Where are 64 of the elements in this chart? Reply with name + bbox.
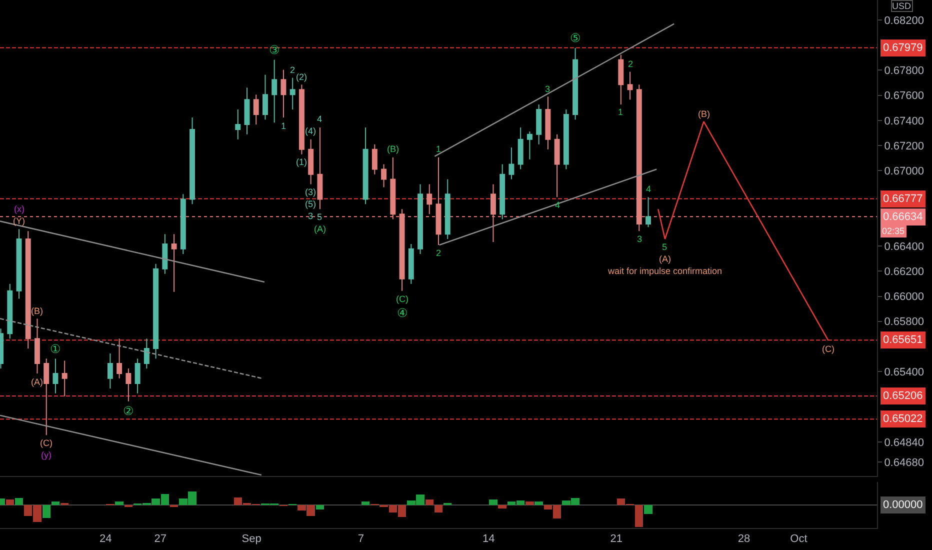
annotation: 2 [290, 65, 296, 75]
y-tick-label: 0.67600 [884, 90, 924, 102]
annotation: ② [123, 404, 134, 418]
x-tick-label: 21 [610, 533, 622, 546]
annotation: 4 [646, 184, 652, 194]
y-tick-label: 0.67000 [884, 166, 924, 178]
annotation: wait for impulse confirmation [607, 266, 722, 276]
ref-line-label: 0.00000 [883, 499, 923, 511]
annotation: (x) [14, 204, 24, 214]
y-tick-label: 0.64680 [884, 456, 924, 469]
annotation: 3 [308, 211, 314, 221]
annotation: ① [50, 342, 61, 356]
x-tick-label: Oct [790, 533, 808, 546]
annotation: (A) [31, 377, 43, 387]
ref-line-label: 0.67979 [883, 42, 923, 54]
ref-line-label: 0.65022 [883, 413, 923, 425]
y-tick-label: 0.65800 [884, 316, 924, 328]
y-tick-label: 0.67400 [884, 115, 924, 128]
annotation: (Y) [13, 216, 25, 226]
annotation: (B) [698, 109, 710, 119]
x-tick-label: 28 [738, 533, 750, 546]
annotation: 3 [545, 84, 550, 94]
annotation: 5 [662, 242, 668, 252]
ref-line-label: 0.66634 [883, 211, 923, 223]
annotation: (5) [305, 199, 316, 209]
annotation: 1 [281, 121, 286, 131]
annotation: 2 [628, 59, 634, 69]
x-tick-label: 7 [358, 533, 364, 546]
ref-line-label: 0.65651 [883, 334, 923, 346]
annotation: ⑤ [570, 31, 581, 45]
annotation: (1) [296, 157, 307, 167]
y-axis-title: USD [892, 1, 912, 11]
y-tick-label: 0.66000 [884, 291, 924, 304]
annotation: (3) [305, 187, 316, 197]
text: 02:35 [882, 226, 905, 236]
annotation: (B) [387, 144, 399, 154]
x-tick-label: 24 [100, 533, 112, 546]
annotation: (A) [659, 254, 671, 264]
y-tick-label: 0.66200 [884, 266, 924, 278]
y-tick-label: 0.66400 [884, 240, 924, 253]
annotation: (y) [41, 450, 52, 460]
annotation: 3 [637, 234, 642, 244]
annotation: (C) [396, 294, 408, 304]
y-tick-label: 0.64840 [884, 436, 924, 449]
annotation: 4 [317, 114, 322, 124]
ref-line-label: 0.65206 [883, 390, 923, 402]
y-tick-label: 0.65400 [884, 366, 924, 378]
annotation: (2) [296, 72, 307, 82]
annotation: (C) [822, 344, 834, 354]
annotation: 1 [618, 107, 624, 117]
ref-line-label: 0.66777 [883, 193, 923, 205]
annotation: (A) [314, 224, 326, 234]
y-tick-label: 0.67800 [884, 65, 924, 78]
annotation: 1 [436, 144, 442, 154]
annotation: 2 [436, 248, 442, 258]
x-tick-label: Sep [242, 533, 262, 546]
annotation: (C) [40, 438, 52, 448]
x-tick-label: 27 [154, 533, 166, 546]
y-tick-label: 0.68200 [884, 14, 924, 27]
annotation: (B) [31, 306, 43, 316]
annotation: (4) [305, 126, 316, 136]
annotation: ④ [397, 306, 408, 320]
y-tick-label: 0.67200 [884, 140, 924, 152]
x-tick-label: 14 [482, 533, 495, 546]
